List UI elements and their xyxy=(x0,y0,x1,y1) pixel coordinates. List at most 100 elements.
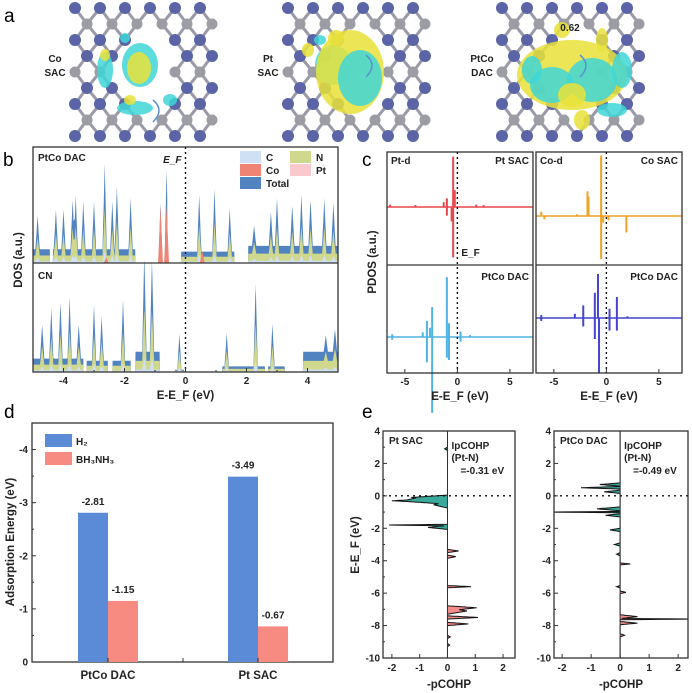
carbon-atom xyxy=(633,18,645,30)
carbon-atom xyxy=(156,18,168,30)
y-tick-label: -6 xyxy=(542,589,551,600)
nitrogen-atom xyxy=(307,98,319,110)
carbon-atom xyxy=(294,18,306,30)
panel-d-bar-chart: 0 -1 -2 -3 -4 -2.81 -1.15 PtCo DAC -3.49 -0.67 Pt … xyxy=(5,422,334,682)
nitrogen-atom xyxy=(94,2,106,14)
carbon-atom xyxy=(369,114,381,126)
fermi-label: E_F xyxy=(163,155,182,166)
structure-label-line1: Co xyxy=(48,54,61,65)
structure-3 xyxy=(496,2,645,142)
y-tick-label: -3 xyxy=(19,498,28,509)
dos-c-area xyxy=(33,251,338,263)
cohp-antibonding-area xyxy=(389,431,448,658)
nitrogen-atom xyxy=(119,130,131,142)
charge-depletion-isosurface xyxy=(338,50,382,106)
charge-depletion-isosurface xyxy=(120,33,130,43)
ipcohp-title: IpCOHP xyxy=(624,441,662,452)
x-tick-label: -2 xyxy=(120,376,129,387)
panel-c-letter: c xyxy=(362,150,372,171)
nitrogen-atom xyxy=(521,98,533,110)
orbital-label: Pt-d xyxy=(391,156,410,167)
carbon-atom xyxy=(419,114,431,126)
cohp-antibonding-area xyxy=(547,431,621,658)
nitrogen-atom xyxy=(94,98,106,110)
legend-swatch-pt xyxy=(290,164,311,176)
carbon-atom xyxy=(533,18,545,30)
nitrogen-atom xyxy=(596,2,608,14)
x-tick-label: -2 xyxy=(558,663,567,674)
nitrogen-atom xyxy=(294,82,306,94)
carbon-atom xyxy=(382,66,394,78)
carbon-atom xyxy=(169,66,181,78)
x-tick-label: -1 xyxy=(415,663,424,674)
plot-frame xyxy=(535,151,683,374)
nitrogen-atom xyxy=(307,130,319,142)
nitrogen-atom xyxy=(81,50,93,62)
ipcohp-value: =-0.31 eV xyxy=(460,466,504,477)
y-tick-label: -4 xyxy=(542,556,551,567)
y-axis-label: E-E_F (eV) xyxy=(350,516,362,574)
nitrogen-atom xyxy=(206,50,218,62)
plot-frame xyxy=(386,151,534,374)
carbon-atom xyxy=(496,66,508,78)
nitrogen-atom xyxy=(194,34,206,46)
x-tick-label: 2 xyxy=(500,663,506,674)
x-tick-label: -1 xyxy=(587,663,596,674)
subplot-label: PtCo DAC xyxy=(481,272,529,283)
charge-accumulation-isosurface xyxy=(328,30,344,46)
dos-total-area xyxy=(33,260,338,372)
carbon-atom xyxy=(344,18,356,30)
x-tick-label: -4 xyxy=(59,376,68,387)
x-tick-label: 5 xyxy=(507,377,513,388)
x-tick-label: 1 xyxy=(646,663,652,674)
y-tick-label: 2 xyxy=(374,459,380,470)
y-tick-label: 0 xyxy=(374,491,380,502)
carbon-atom xyxy=(319,114,331,126)
legend-label: Pt xyxy=(316,166,327,177)
carbon-atom xyxy=(69,66,81,78)
ipcohp-title: IpCOHP xyxy=(451,441,489,452)
charge-transfer-arrow-icon xyxy=(579,54,587,78)
charge-transfer-arrow-icon xyxy=(152,99,160,123)
y-tick-label: -10 xyxy=(366,654,381,665)
x-tick-label: 0 xyxy=(617,663,623,674)
carbon-atom xyxy=(156,114,168,126)
y-tick-label: -6 xyxy=(371,589,380,600)
charge-depletion-isosurface xyxy=(117,101,153,115)
nitrogen-atom xyxy=(169,34,181,46)
y-tick-label: 2 xyxy=(545,459,551,470)
carbon-atom xyxy=(508,18,520,30)
nitrogen-atom xyxy=(407,34,419,46)
dos-n-area xyxy=(33,310,338,372)
nitrogen-atom xyxy=(546,130,558,142)
nitrogen-atom xyxy=(69,130,81,142)
nitrogen-atom xyxy=(181,82,193,94)
y-tick-label: -2 xyxy=(19,551,28,562)
y-tick-label: -8 xyxy=(542,621,551,632)
carbon-atom xyxy=(608,114,620,126)
x-axis-label: E-E_F (eV) xyxy=(431,391,489,403)
charge-depletion-isosurface xyxy=(314,35,326,45)
x-tick-label: 0 xyxy=(445,663,451,674)
carbon-atom xyxy=(181,18,193,30)
category-label: Pt SAC xyxy=(239,670,278,682)
structure-2 xyxy=(282,2,431,142)
charge-accumulation-isosurface xyxy=(127,52,151,84)
legend-label: H₂ xyxy=(76,437,88,448)
x-tick-label: 2 xyxy=(244,376,250,387)
subplot-label: CN xyxy=(38,271,52,282)
charge-accumulation-isosurface xyxy=(574,110,590,130)
ipcohp-value: =-0.49 eV xyxy=(633,466,677,477)
legend-swatch xyxy=(45,452,72,465)
y-tick-label: -10 xyxy=(537,654,552,665)
nitrogen-atom xyxy=(282,34,294,46)
nitrogen-atom xyxy=(69,98,81,110)
carbon-atom xyxy=(508,114,520,126)
bar-value-label: -3.49 xyxy=(232,461,255,472)
carbon-atom xyxy=(131,18,143,30)
legend-swatch-total xyxy=(240,177,261,189)
nitrogen-atom xyxy=(571,2,583,14)
nitrogen-atom xyxy=(521,2,533,14)
x-axis-label: -pCOHP xyxy=(599,679,643,691)
x-axis-label: -pCOHP xyxy=(427,679,471,691)
